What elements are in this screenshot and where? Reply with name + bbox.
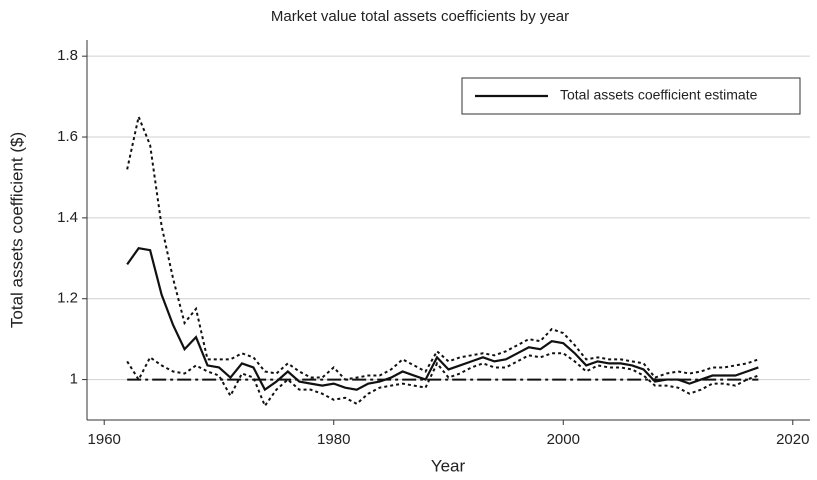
x-tick-label: 1980 <box>317 431 350 448</box>
x-tick-label: 1960 <box>88 431 121 448</box>
series-line <box>126 246 759 392</box>
y-axis-label: Total assets coefficient ($) <box>7 132 26 328</box>
x-tick-label: 2020 <box>776 431 809 448</box>
chart-title: Market value total assets coefficients b… <box>271 8 569 25</box>
x-axis-label: Year <box>431 456 466 475</box>
y-tick-label: 1.2 <box>57 290 78 307</box>
y-tick-label: 1 <box>70 371 78 388</box>
x-tick-label: 2000 <box>547 431 580 448</box>
y-tick-label: 1.4 <box>57 209 78 226</box>
series-line <box>126 352 759 408</box>
legend-label: Total assets coefficient estimate <box>560 87 758 103</box>
y-tick-label: 1.6 <box>57 128 78 145</box>
y-tick-label: 1.8 <box>57 47 78 64</box>
series-line <box>126 113 759 381</box>
